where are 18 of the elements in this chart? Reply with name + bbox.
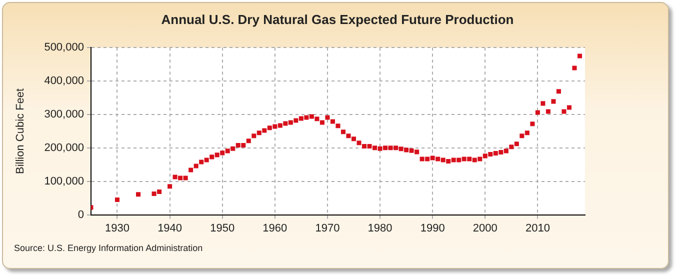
x-tick-label: 1930 <box>105 222 130 234</box>
x-tick-label: 1950 <box>210 222 235 234</box>
y-tick-label: 200,000 <box>44 142 84 154</box>
y-tick-label: 100,000 <box>44 175 84 188</box>
x-tick-label: 2000 <box>472 222 498 234</box>
y-tick-label: 0 <box>78 208 84 221</box>
x-tick-label: 1970 <box>315 222 340 234</box>
source-note: Source: U.S. Energy Information Administration <box>14 243 203 253</box>
y-axis-title: Billion Cubic Feet <box>14 88 27 174</box>
chart-title: Annual U.S. Dry Natural Gas Expected Future Production <box>160 12 515 27</box>
y-tick-label: 500,000 <box>44 42 84 54</box>
x-tick-label: 1990 <box>420 222 445 234</box>
x-tick-label: 2010 <box>525 222 550 234</box>
x-tick-label: 1960 <box>262 222 288 234</box>
y-tick-label: 400,000 <box>44 75 84 88</box>
y-tick-label: 300,000 <box>44 108 84 121</box>
x-tick-label: 1980 <box>368 222 392 234</box>
x-tick-label: 1940 <box>158 222 182 234</box>
